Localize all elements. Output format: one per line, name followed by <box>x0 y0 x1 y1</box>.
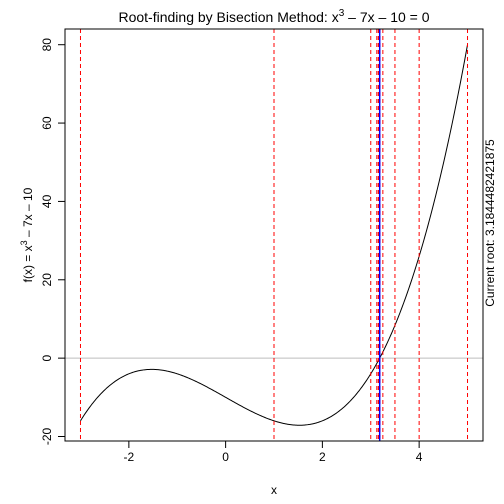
function-curve <box>80 44 469 426</box>
x-tick-label: -2 <box>124 450 135 464</box>
x-axis: -2 0 2 4 <box>124 440 423 464</box>
current-root-label: Current root: 3.1844482421875 <box>483 139 497 307</box>
y-tick-label: 60 <box>40 116 54 130</box>
plot-area <box>65 29 483 441</box>
x-tick-label: 0 <box>222 450 229 464</box>
y-tick-label: 40 <box>40 194 54 208</box>
y-axis-label: f(x) = x3 – 7x – 10 <box>19 187 35 282</box>
y-axis: -20 0 20 40 60 80 <box>40 38 66 445</box>
x-tick-label: 2 <box>319 450 326 464</box>
y-tick-label: 0 <box>40 354 54 361</box>
x-axis-label: x <box>271 483 277 497</box>
chart-title: Root-finding by Bisection Method: x3 – 7… <box>118 8 429 25</box>
y-tick-label: 20 <box>40 273 54 287</box>
y-tick-label: 80 <box>40 38 54 52</box>
x-tick-label: 4 <box>416 450 423 464</box>
y-tick-label: -20 <box>40 427 54 445</box>
